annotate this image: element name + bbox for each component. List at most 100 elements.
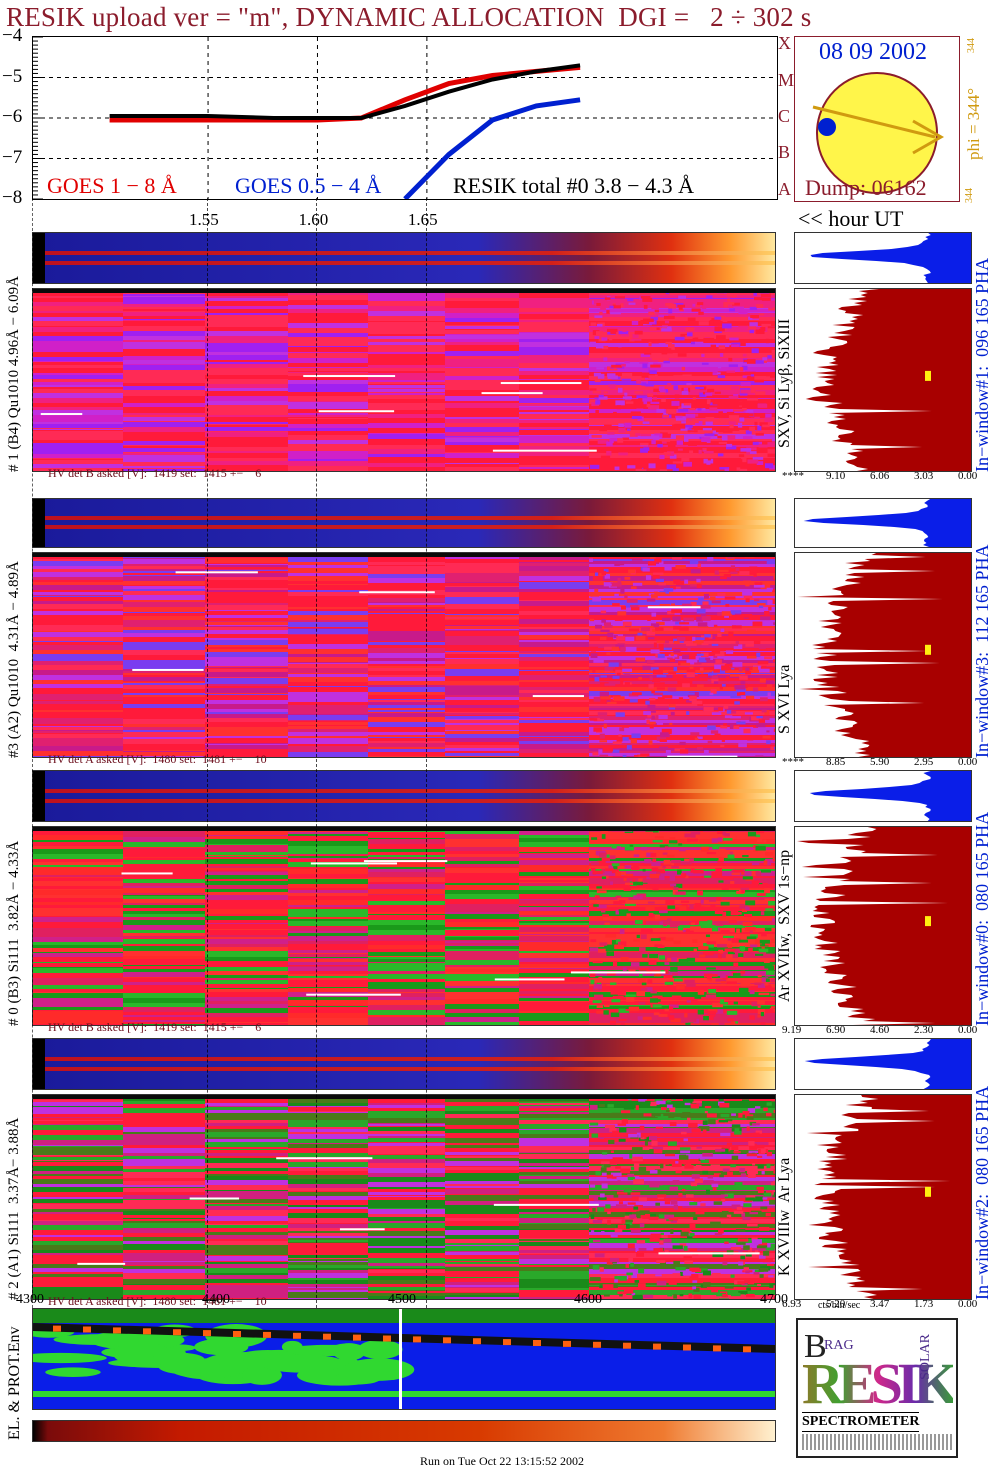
heatmap-noise xyxy=(690,569,701,574)
heatmap-cell xyxy=(33,1277,123,1282)
heatmap-cell xyxy=(123,407,205,411)
heatmap-noise xyxy=(652,995,663,1001)
heatmap-cell xyxy=(205,989,288,992)
heatmap-cell xyxy=(589,1228,775,1230)
heatmap-noise xyxy=(600,1167,607,1173)
heatmap-cell xyxy=(519,581,589,582)
heatmap-cell xyxy=(368,869,445,872)
heatmap-cell xyxy=(205,396,288,401)
heatmap-noise xyxy=(713,681,719,684)
heatmap-cell xyxy=(445,995,519,999)
heatmap-cell xyxy=(519,1179,589,1181)
heatmap-cell xyxy=(519,894,589,899)
heatmap-noise xyxy=(678,306,683,310)
heatmap-cell xyxy=(368,984,445,989)
heatmap-noise xyxy=(612,749,620,753)
heatmap-cell xyxy=(368,363,445,365)
heatmap-noise xyxy=(730,1246,742,1250)
heatmap-noise xyxy=(761,947,765,950)
heatmap-cell xyxy=(445,1111,519,1114)
heatmap-noise xyxy=(596,367,605,370)
heatmap-cell xyxy=(519,732,589,736)
heatmap-noise xyxy=(713,1201,723,1205)
heatmap-noise xyxy=(609,855,616,860)
heatmap-cell xyxy=(589,358,775,362)
heatmap-cell xyxy=(123,1178,205,1181)
env-xtick-label: 4500 xyxy=(388,1292,416,1307)
heatmap-cell xyxy=(288,1262,368,1265)
heatmap-noise xyxy=(680,1271,684,1276)
heatmap-noise xyxy=(747,831,757,837)
heatmap-cell xyxy=(445,437,519,438)
heatmap-cell xyxy=(123,847,205,848)
heatmap-noise xyxy=(640,380,649,384)
heatmap-noise xyxy=(696,1146,702,1149)
heatmap-noise xyxy=(614,1276,622,1280)
heatmap-noise xyxy=(727,944,733,948)
heatmap-cell xyxy=(288,596,368,600)
heatmap-cell xyxy=(445,854,519,857)
heatmap-noise xyxy=(746,359,756,364)
heatmap-cell xyxy=(445,1278,519,1282)
heatmap-noise xyxy=(651,439,656,445)
heatmap-noise xyxy=(612,961,618,967)
heatmap-cell xyxy=(519,1246,589,1250)
heatmap-cell xyxy=(519,1006,589,1011)
heatmap-noise xyxy=(679,1243,687,1247)
heatmap-noise xyxy=(646,852,654,858)
heatmap-noise xyxy=(652,628,658,632)
heatmap-noise xyxy=(647,637,655,640)
heatmap-cell xyxy=(205,424,288,425)
heatmap-noise xyxy=(625,1263,629,1268)
heatmap-cell xyxy=(519,347,589,349)
heatmap-noise xyxy=(624,873,634,877)
heatmap-cell xyxy=(205,407,288,410)
heatmap-cell xyxy=(589,1253,775,1258)
heatmap-cell xyxy=(123,312,205,316)
heatmap-cell xyxy=(33,1125,123,1130)
heatmap-noise xyxy=(712,1272,721,1278)
heatmap-cell xyxy=(288,1196,368,1200)
heatmap-noise xyxy=(692,1100,703,1104)
heatmap-noise xyxy=(739,1168,745,1173)
heatmap-noise xyxy=(752,621,763,627)
heatmap-noise xyxy=(771,417,775,420)
heatmap-noise xyxy=(702,601,709,607)
heatmap-cell xyxy=(33,611,123,615)
heatmap-cell xyxy=(368,675,445,677)
heatmap-cell xyxy=(33,1124,123,1125)
heatmap-noise xyxy=(647,710,656,713)
heatmap-noise xyxy=(603,357,608,362)
heatmap-noise xyxy=(751,431,762,435)
heatmap-noise xyxy=(690,831,701,835)
heatmap-cell xyxy=(589,1153,775,1154)
heatmap-noise xyxy=(708,989,717,994)
heatmap-noise xyxy=(745,667,750,671)
heatmap-noise xyxy=(635,433,641,436)
heatmap-noise xyxy=(754,379,764,383)
goes-class-letter: A xyxy=(778,178,791,199)
heatmap-cell xyxy=(519,890,589,894)
heatmap-noise xyxy=(679,1154,687,1158)
heatmap-noise xyxy=(619,900,626,904)
heatmap-cell xyxy=(123,1181,205,1182)
heatmap-noise xyxy=(701,635,705,638)
heatmap-cell xyxy=(519,738,589,741)
heatmap-noise xyxy=(722,830,726,836)
heatmap-noise xyxy=(760,1206,768,1210)
heatmap-cell xyxy=(33,694,123,696)
heatmap-noise xyxy=(719,353,724,357)
heatmap-cell xyxy=(445,748,519,751)
heatmap-cell xyxy=(445,640,519,645)
heatmap-cell xyxy=(445,568,519,573)
heatmap-cell xyxy=(205,614,288,615)
heatmap-cell xyxy=(288,380,368,384)
heatmap-noise xyxy=(606,1174,614,1179)
heatmap-cell xyxy=(123,1161,205,1166)
heatmap-cell xyxy=(205,892,288,895)
heatmap-noise xyxy=(648,341,652,347)
heatmap-noise xyxy=(711,1288,719,1293)
heatmap-noise xyxy=(669,836,676,841)
pha-window-marker xyxy=(925,1186,931,1197)
heatmap-noise xyxy=(692,419,699,424)
